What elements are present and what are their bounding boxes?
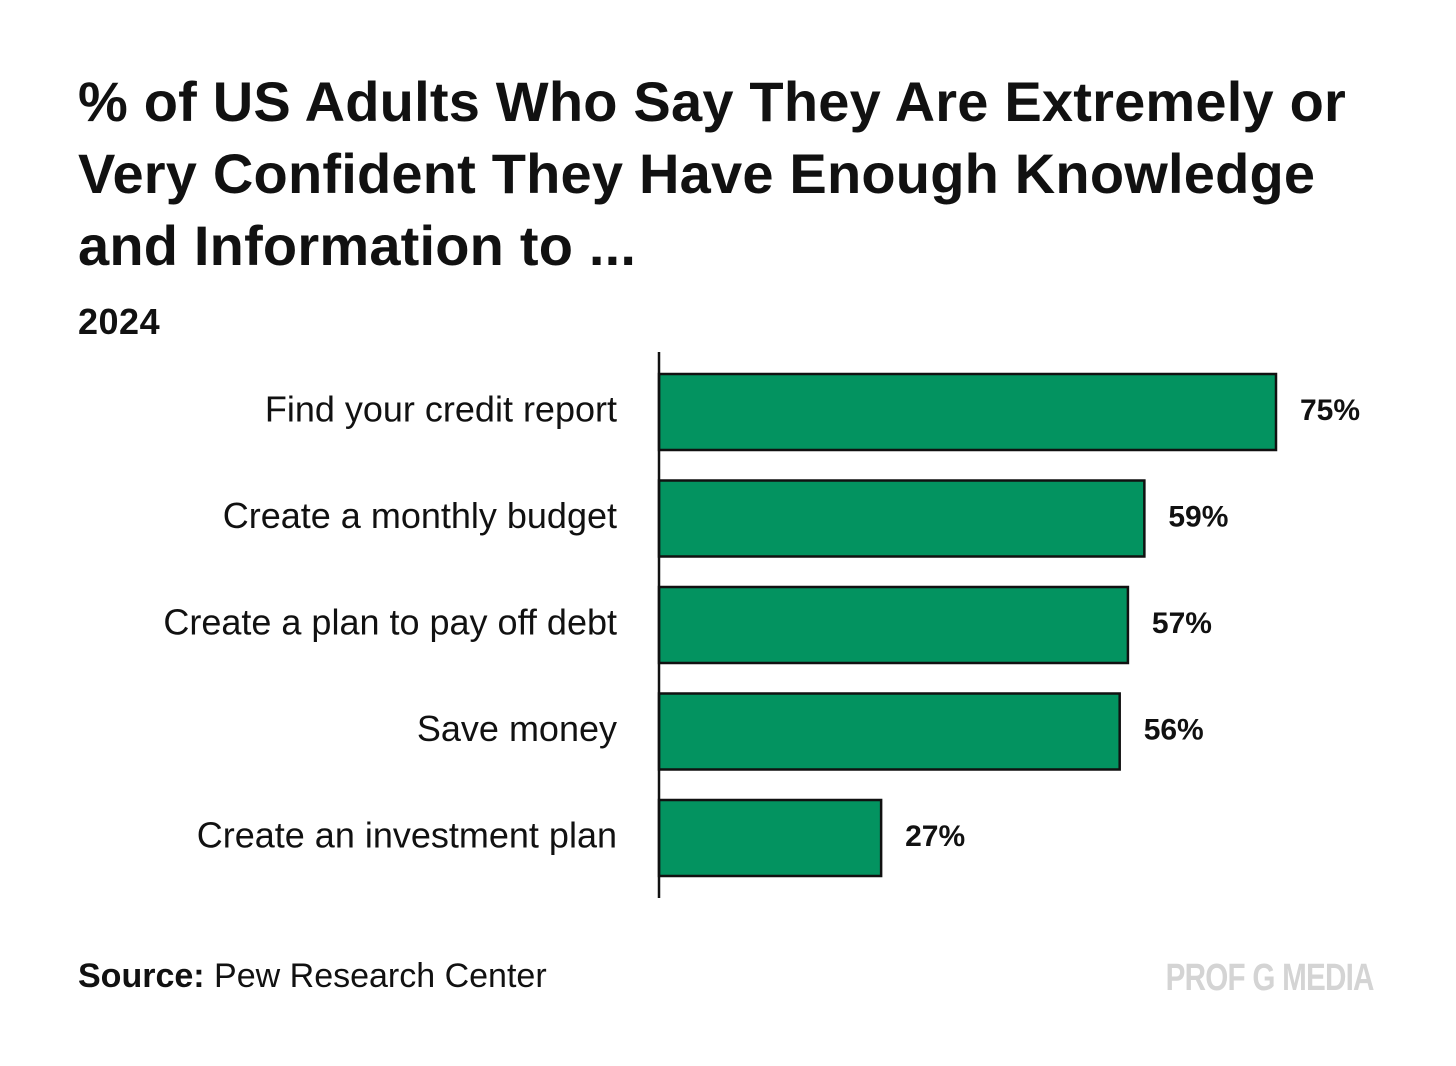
bar-2	[657, 479, 1146, 558]
category-label-5: Create an investment plan	[197, 815, 617, 856]
bar-4	[657, 692, 1121, 771]
value-label-5: 27%	[905, 820, 965, 853]
bar-3	[657, 585, 1130, 665]
source-note: Source: Pew Research Center	[78, 956, 547, 996]
chart-subtitle: 2024	[78, 301, 161, 342]
category-label-1: Find your credit report	[265, 389, 617, 430]
value-label-1: 75%	[1300, 394, 1360, 427]
bar-5	[657, 798, 883, 878]
category-label-2: Create a monthly budget	[223, 495, 617, 536]
source-label: Source:	[78, 957, 205, 995]
value-label-3: 57%	[1152, 607, 1212, 640]
chart-title: % of US Adults Who Say They Are Extremel…	[78, 70, 1347, 277]
bar-1	[657, 372, 1278, 452]
brand-watermark: PROF G MEDIA	[1165, 957, 1375, 999]
category-label-4: Save money	[417, 708, 617, 749]
category-label-3: Create a plan to pay off debt	[163, 602, 617, 643]
value-label-2: 59%	[1168, 500, 1228, 533]
source-text: Pew Research Center	[214, 957, 547, 995]
value-label-4: 56%	[1144, 713, 1204, 746]
